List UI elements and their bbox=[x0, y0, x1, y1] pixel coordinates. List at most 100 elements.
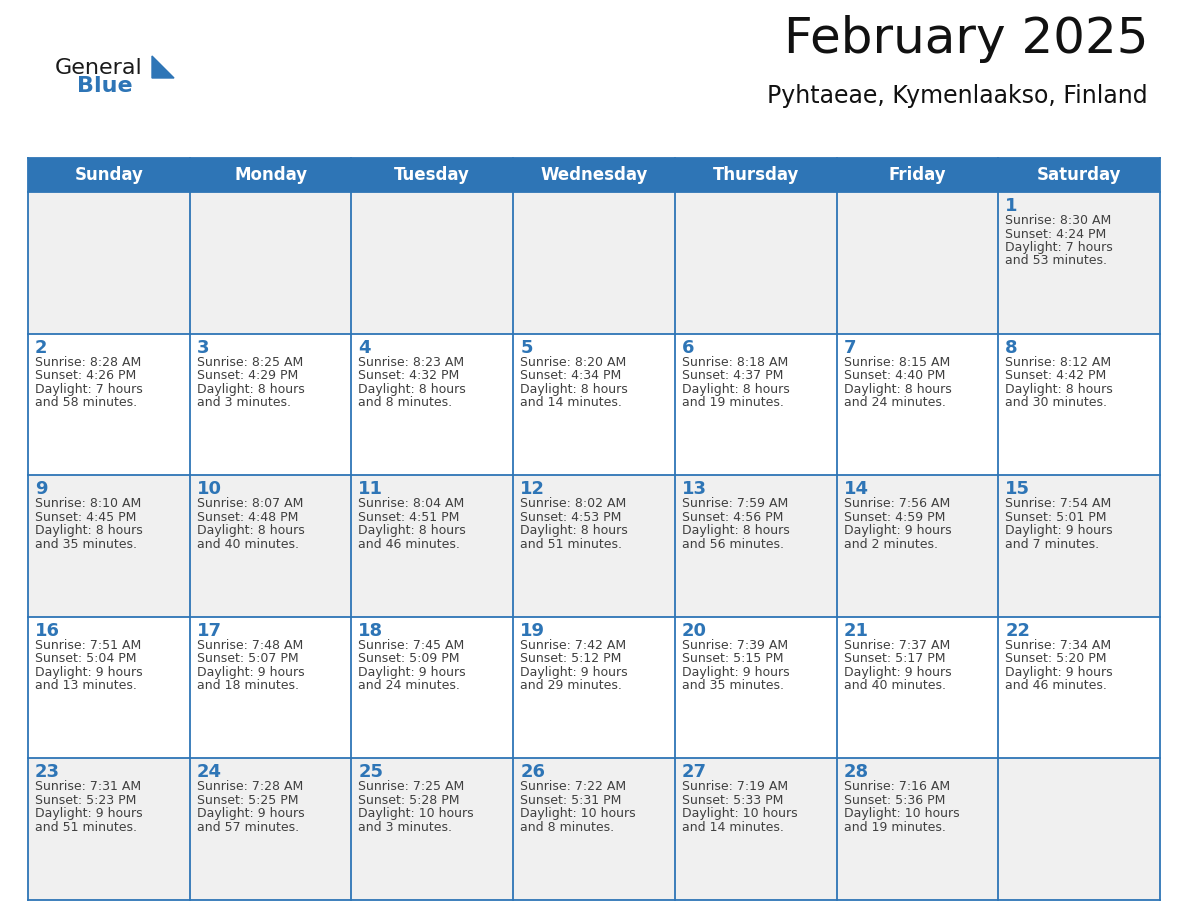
Text: Sunrise: 7:59 AM: Sunrise: 7:59 AM bbox=[682, 498, 788, 510]
Text: Sunset: 4:34 PM: Sunset: 4:34 PM bbox=[520, 369, 621, 382]
Text: Daylight: 8 hours: Daylight: 8 hours bbox=[34, 524, 143, 537]
Bar bbox=[513, 192, 675, 333]
Text: Daylight: 10 hours: Daylight: 10 hours bbox=[843, 808, 959, 821]
Text: Sunset: 4:32 PM: Sunset: 4:32 PM bbox=[359, 369, 460, 382]
Text: Sunset: 4:24 PM: Sunset: 4:24 PM bbox=[1005, 228, 1106, 241]
Bar bbox=[29, 758, 190, 900]
Text: Sunrise: 7:22 AM: Sunrise: 7:22 AM bbox=[520, 780, 626, 793]
Text: Sunrise: 8:07 AM: Sunrise: 8:07 AM bbox=[197, 498, 303, 510]
Text: 1: 1 bbox=[1005, 197, 1018, 215]
Text: Daylight: 10 hours: Daylight: 10 hours bbox=[520, 808, 636, 821]
Bar bbox=[836, 192, 998, 333]
Text: Sunrise: 7:16 AM: Sunrise: 7:16 AM bbox=[843, 780, 949, 793]
Text: Sunset: 5:15 PM: Sunset: 5:15 PM bbox=[682, 653, 783, 666]
Text: and 58 minutes.: and 58 minutes. bbox=[34, 396, 137, 409]
Text: and 46 minutes.: and 46 minutes. bbox=[359, 538, 460, 551]
Text: 8: 8 bbox=[1005, 339, 1018, 356]
Text: Sunset: 5:01 PM: Sunset: 5:01 PM bbox=[1005, 510, 1107, 523]
Text: Daylight: 9 hours: Daylight: 9 hours bbox=[197, 666, 304, 678]
Bar bbox=[675, 192, 836, 333]
Text: and 51 minutes.: and 51 minutes. bbox=[34, 821, 137, 834]
Text: Daylight: 9 hours: Daylight: 9 hours bbox=[843, 524, 952, 537]
Text: Sunset: 4:48 PM: Sunset: 4:48 PM bbox=[197, 510, 298, 523]
Text: and 57 minutes.: and 57 minutes. bbox=[197, 821, 299, 834]
Text: Sunrise: 8:10 AM: Sunrise: 8:10 AM bbox=[34, 498, 141, 510]
Text: February 2025: February 2025 bbox=[784, 15, 1148, 63]
Text: 12: 12 bbox=[520, 480, 545, 498]
Text: 24: 24 bbox=[197, 764, 222, 781]
Text: Sunrise: 8:02 AM: Sunrise: 8:02 AM bbox=[520, 498, 626, 510]
Text: Sunrise: 8:28 AM: Sunrise: 8:28 AM bbox=[34, 355, 141, 369]
Text: Sunset: 4:40 PM: Sunset: 4:40 PM bbox=[843, 369, 944, 382]
Text: 19: 19 bbox=[520, 621, 545, 640]
Text: Sunset: 5:23 PM: Sunset: 5:23 PM bbox=[34, 794, 137, 807]
Text: 27: 27 bbox=[682, 764, 707, 781]
Bar bbox=[998, 192, 1159, 333]
Text: Daylight: 10 hours: Daylight: 10 hours bbox=[682, 808, 797, 821]
Bar bbox=[513, 758, 675, 900]
Text: and 13 minutes.: and 13 minutes. bbox=[34, 679, 137, 692]
Bar bbox=[675, 617, 836, 758]
Text: 2: 2 bbox=[34, 339, 48, 356]
Text: Sunrise: 8:04 AM: Sunrise: 8:04 AM bbox=[359, 498, 465, 510]
Bar bbox=[352, 192, 513, 333]
Text: Sunrise: 7:39 AM: Sunrise: 7:39 AM bbox=[682, 639, 788, 652]
Bar bbox=[29, 476, 190, 617]
Text: Pyhtaeae, Kymenlaakso, Finland: Pyhtaeae, Kymenlaakso, Finland bbox=[767, 84, 1148, 108]
Bar bbox=[29, 192, 190, 333]
Bar bbox=[352, 476, 513, 617]
Bar bbox=[513, 476, 675, 617]
Bar bbox=[190, 617, 352, 758]
Text: 26: 26 bbox=[520, 764, 545, 781]
Text: and 24 minutes.: and 24 minutes. bbox=[843, 396, 946, 409]
Text: and 8 minutes.: and 8 minutes. bbox=[520, 821, 614, 834]
Text: and 2 minutes.: and 2 minutes. bbox=[843, 538, 937, 551]
Text: 9: 9 bbox=[34, 480, 48, 498]
Text: Daylight: 9 hours: Daylight: 9 hours bbox=[34, 666, 143, 678]
Text: and 56 minutes.: and 56 minutes. bbox=[682, 538, 784, 551]
Bar bbox=[836, 758, 998, 900]
Text: 6: 6 bbox=[682, 339, 694, 356]
Text: 20: 20 bbox=[682, 621, 707, 640]
Text: Sunrise: 7:48 AM: Sunrise: 7:48 AM bbox=[197, 639, 303, 652]
Text: Daylight: 10 hours: Daylight: 10 hours bbox=[359, 808, 474, 821]
Text: Daylight: 9 hours: Daylight: 9 hours bbox=[682, 666, 790, 678]
Text: 28: 28 bbox=[843, 764, 868, 781]
Bar bbox=[29, 158, 1159, 192]
Text: 3: 3 bbox=[197, 339, 209, 356]
Text: Daylight: 8 hours: Daylight: 8 hours bbox=[359, 524, 466, 537]
Text: and 46 minutes.: and 46 minutes. bbox=[1005, 679, 1107, 692]
Text: Sunset: 5:36 PM: Sunset: 5:36 PM bbox=[843, 794, 944, 807]
Bar bbox=[190, 333, 352, 476]
Bar bbox=[513, 333, 675, 476]
Text: 14: 14 bbox=[843, 480, 868, 498]
Text: 23: 23 bbox=[34, 764, 61, 781]
Text: Daylight: 7 hours: Daylight: 7 hours bbox=[1005, 241, 1113, 254]
Text: Daylight: 9 hours: Daylight: 9 hours bbox=[1005, 666, 1113, 678]
Text: Monday: Monday bbox=[234, 166, 308, 184]
Text: Tuesday: Tuesday bbox=[394, 166, 470, 184]
Bar bbox=[29, 617, 190, 758]
Text: 13: 13 bbox=[682, 480, 707, 498]
Text: Sunset: 4:26 PM: Sunset: 4:26 PM bbox=[34, 369, 137, 382]
Text: Sunrise: 7:45 AM: Sunrise: 7:45 AM bbox=[359, 639, 465, 652]
Text: Daylight: 8 hours: Daylight: 8 hours bbox=[359, 383, 466, 396]
Text: and 19 minutes.: and 19 minutes. bbox=[843, 821, 946, 834]
Text: Sunrise: 7:37 AM: Sunrise: 7:37 AM bbox=[843, 639, 950, 652]
Text: Daylight: 8 hours: Daylight: 8 hours bbox=[682, 524, 790, 537]
Text: Daylight: 8 hours: Daylight: 8 hours bbox=[520, 383, 628, 396]
Text: Thursday: Thursday bbox=[713, 166, 798, 184]
Text: and 7 minutes.: and 7 minutes. bbox=[1005, 538, 1099, 551]
Text: General: General bbox=[55, 58, 143, 78]
Text: Sunrise: 7:25 AM: Sunrise: 7:25 AM bbox=[359, 780, 465, 793]
Bar bbox=[998, 333, 1159, 476]
Text: Sunrise: 8:12 AM: Sunrise: 8:12 AM bbox=[1005, 355, 1112, 369]
Text: Sunset: 4:59 PM: Sunset: 4:59 PM bbox=[843, 510, 944, 523]
Text: 25: 25 bbox=[359, 764, 384, 781]
Text: 15: 15 bbox=[1005, 480, 1030, 498]
Text: Daylight: 9 hours: Daylight: 9 hours bbox=[34, 808, 143, 821]
Bar bbox=[675, 476, 836, 617]
Bar bbox=[998, 758, 1159, 900]
Text: Daylight: 8 hours: Daylight: 8 hours bbox=[197, 524, 304, 537]
Text: Sunset: 5:07 PM: Sunset: 5:07 PM bbox=[197, 653, 298, 666]
